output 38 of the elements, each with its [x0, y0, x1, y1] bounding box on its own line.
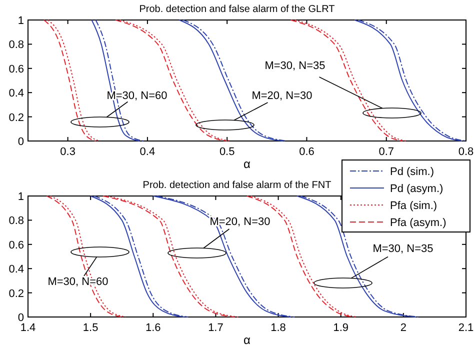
- y-tick-label: 1: [18, 191, 24, 203]
- chart-title: Prob. detection and false alarm of the GLRT: [139, 4, 335, 15]
- y-tick-label: 1: [18, 15, 24, 27]
- y-tick-label: 0.8: [8, 215, 24, 228]
- legend-label: Pd (asym.): [390, 183, 444, 195]
- legend-label: Pfa (sim.): [390, 200, 438, 212]
- chart-title: Prob. detection and false alarm of the FNT: [142, 180, 332, 191]
- x-tick-label: 2: [400, 322, 406, 334]
- legend-label: Pfa (asym.): [390, 217, 446, 229]
- y-tick-label: 0.6: [8, 63, 24, 76]
- x-tick-label: 1.7: [208, 322, 224, 334]
- x-tick-label: 1.6: [145, 322, 161, 334]
- x-tick-label: 0.5: [219, 146, 235, 158]
- y-tick-label: 0.4: [8, 264, 24, 276]
- y-tick-label: 0: [18, 312, 24, 324]
- y-tick-label: 0.4: [8, 88, 24, 100]
- y-tick-label: 0: [18, 136, 24, 148]
- x-tick-label: 0.6: [299, 146, 314, 158]
- x-tick-label: 0.8: [458, 146, 474, 158]
- x-tick-label: 1.4: [20, 322, 36, 334]
- annotation: M=20, N=30: [252, 90, 312, 102]
- x-axis-title: α: [244, 157, 251, 171]
- annotation: M=30, N=35: [372, 243, 434, 255]
- y-tick-label: 0.2: [8, 112, 24, 124]
- legend-label: Pd (sim.): [390, 166, 434, 178]
- x-tick-label: 0.4: [140, 146, 156, 158]
- x-tick-label: 0.7: [378, 146, 394, 158]
- y-tick-label: 0.8: [8, 39, 24, 52]
- x-tick-label: 2.1: [458, 322, 474, 334]
- x-tick-label: 1.8: [270, 322, 286, 334]
- y-tick-label: 0.2: [8, 288, 24, 300]
- y-tick-label: 0.6: [8, 239, 24, 252]
- annotation: M=30, N=35: [264, 60, 326, 72]
- annotation: M=30, N=60: [48, 276, 108, 288]
- x-tick-label: 1.9: [333, 322, 349, 334]
- x-axis-title: α: [244, 333, 251, 347]
- x-tick-label: 0.3: [60, 146, 76, 158]
- x-tick-label: 1.5: [82, 322, 98, 334]
